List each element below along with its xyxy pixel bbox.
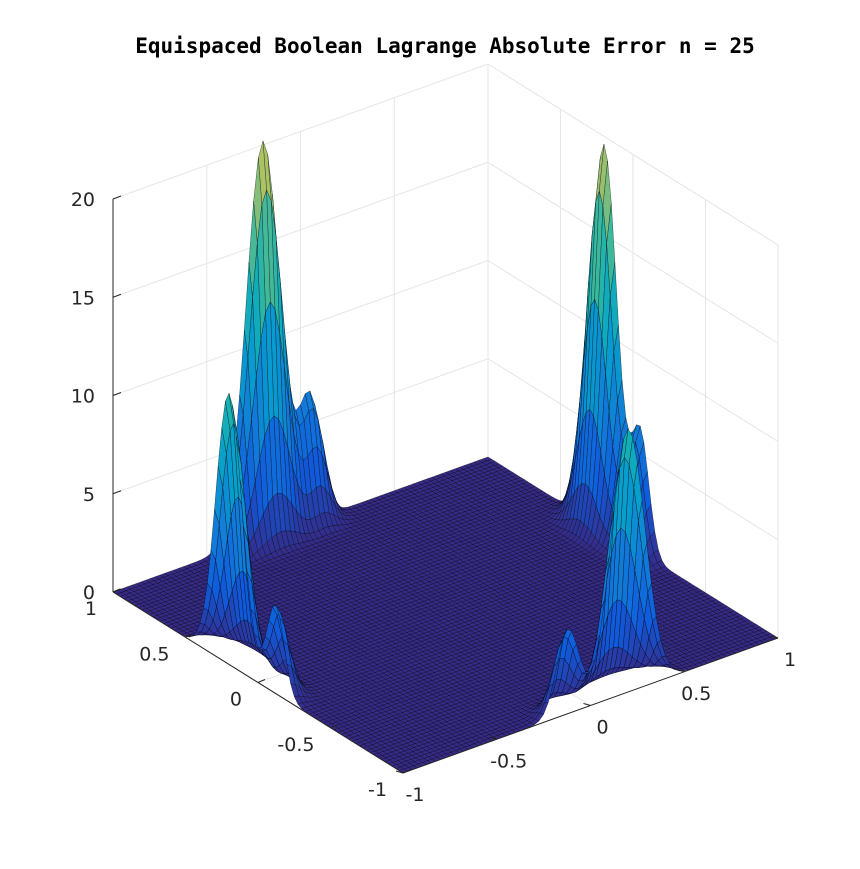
grid-line <box>112 63 489 200</box>
grid-line <box>112 161 489 298</box>
grid-line <box>487 260 779 442</box>
grid-line <box>487 63 779 246</box>
grid-line <box>487 161 779 344</box>
chart-title: Equispaced Boolean Lagrange Absolute Err… <box>135 34 755 58</box>
grid-line <box>112 260 489 396</box>
surface-mesh <box>112 140 779 774</box>
